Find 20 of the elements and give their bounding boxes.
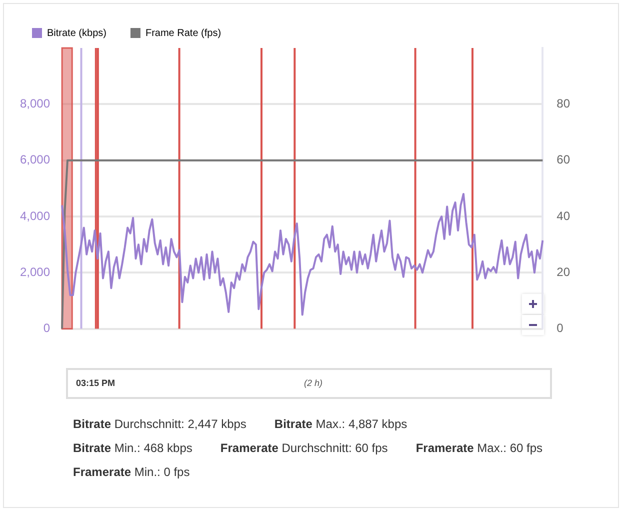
y-tick-label: 4,000 bbox=[20, 208, 50, 223]
text: (2 h) bbox=[304, 378, 323, 388]
text: Framerate Max.: 60 fps bbox=[416, 440, 543, 457]
y2-tick-label: 20 bbox=[556, 264, 570, 279]
y-tick-label: 8,000 bbox=[20, 96, 50, 110]
text: 03:15 PM bbox=[76, 378, 116, 388]
text: Framerate Durchschnitt: 60 fps bbox=[220, 440, 388, 457]
y2-tick-label: 40 bbox=[556, 208, 570, 223]
y2-tick-label: 0 bbox=[556, 321, 564, 336]
y-tick-label: 0 bbox=[43, 321, 50, 336]
y-tick-label: 2,000 bbox=[20, 264, 50, 279]
y2-tick-label: 60 bbox=[556, 152, 570, 167]
legend-label: Bitrate (kbps) bbox=[47, 28, 106, 39]
y2-tick-label: 80 bbox=[556, 96, 570, 110]
text: Bitrate Min.: 468 kbps bbox=[73, 440, 192, 457]
text: Bitrate Max.: 4,887 kbps bbox=[274, 416, 408, 433]
legend-label: Frame Rate (fps) bbox=[145, 28, 222, 39]
text: Bitrate Durchschnitt: 2,447 kbps bbox=[73, 416, 246, 433]
text: Framerate Min.: 0 fps bbox=[73, 464, 190, 481]
y-tick-label: 6,000 bbox=[20, 152, 50, 167]
